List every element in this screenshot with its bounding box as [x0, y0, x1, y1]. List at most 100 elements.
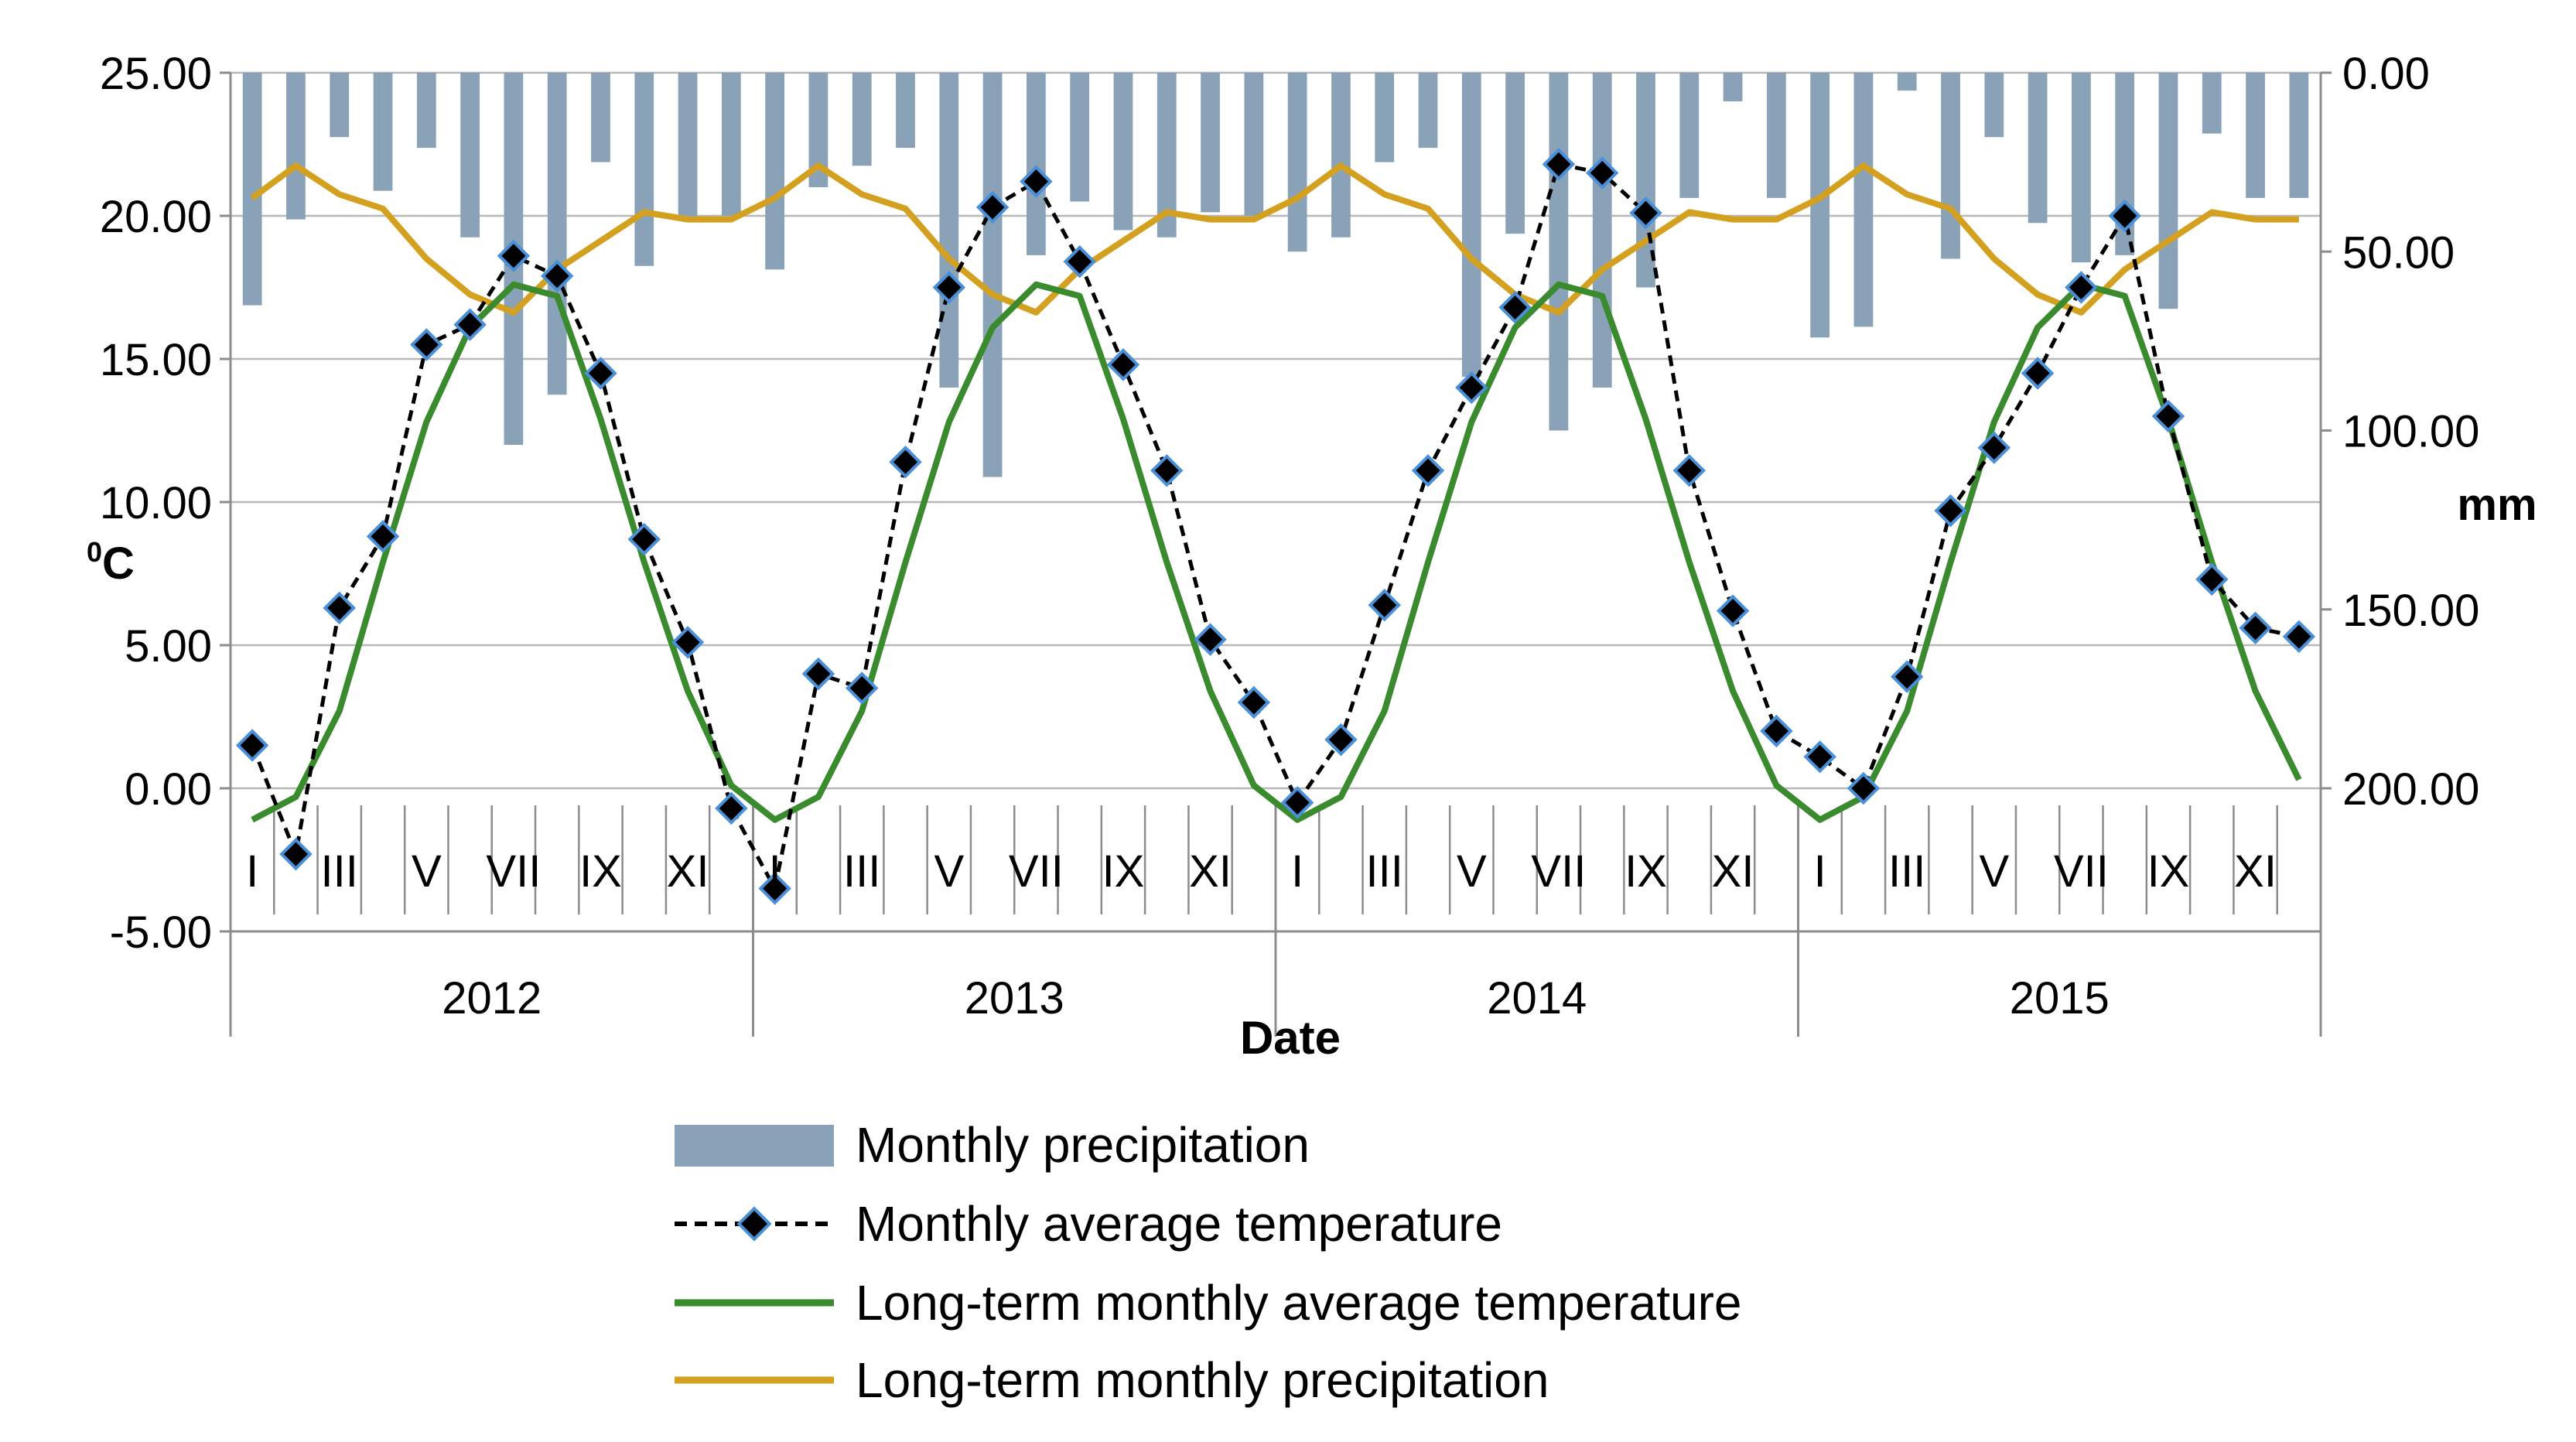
legend: Monthly precipitation Monthly average te…: [675, 1117, 1741, 1408]
month-label: VII: [486, 846, 541, 897]
precipitation-bar: [2202, 73, 2222, 134]
month-label: IX: [2147, 846, 2190, 897]
left-tick-label: 5.00: [125, 621, 212, 671]
longterm-temperature-line: [251, 281, 2302, 823]
temperature-marker: [1280, 786, 1314, 819]
temperature-marker: [1498, 291, 1532, 324]
temperature-marker: [235, 729, 269, 762]
left-tick-label: 25.00: [100, 49, 212, 99]
month-label: VII: [2054, 846, 2109, 897]
right-axis-title: mm: [2457, 480, 2537, 530]
left-tick-label: 20.00: [100, 192, 212, 242]
legend-marker-monthly-temp: [736, 1206, 772, 1242]
temperature-marker: [1716, 594, 1750, 627]
precipitation-bar: [1331, 73, 1351, 237]
precipitation-bar: [939, 73, 959, 388]
temperature-marker: [1672, 454, 1706, 487]
temperature-marker: [410, 328, 443, 361]
precipitation-bar: [1461, 73, 1481, 378]
temperature-marker: [758, 872, 791, 905]
precipitation-bar: [2158, 73, 2178, 309]
axes: [220, 71, 2332, 1037]
month-label: V: [412, 846, 442, 897]
axis-labels: -5.00 0.00 5.00 10.00 15.00 20.00 25.00 0.00 50.…: [100, 49, 2480, 1023]
left-axis-title: 0C: [87, 536, 135, 589]
precipitation-bar: [1505, 73, 1525, 234]
temperature-marker: [671, 626, 705, 659]
precipitation-bars: [242, 73, 2309, 477]
monthly-temperature-line: [250, 162, 2300, 890]
precipitation-bar: [373, 73, 393, 191]
temperature-marker: [584, 357, 617, 390]
year-label: 2012: [442, 973, 542, 1023]
temperature-marker: [2108, 199, 2141, 233]
precipitation-bar: [1549, 73, 1569, 431]
temperature-marker: [366, 520, 400, 553]
temperature-marker: [889, 445, 922, 479]
temperature-marker: [2021, 357, 2055, 390]
precipitation-bar: [896, 73, 915, 149]
precipitation-bar: [591, 73, 610, 162]
temperature-marker: [453, 308, 487, 341]
precipitation-bar: [852, 73, 872, 166]
right-tick-label: 100.00: [2342, 407, 2479, 457]
month-label: XI: [2234, 846, 2277, 897]
temperature-marker: [323, 591, 356, 625]
temperature-marker: [1106, 348, 1140, 381]
temperature-marker: [1020, 165, 1053, 198]
temperature-marker: [1847, 771, 1881, 805]
left-axis-title-main: C: [102, 538, 135, 589]
precipitation-bar: [1418, 73, 1438, 149]
month-label: V: [934, 846, 964, 897]
month-label: III: [321, 846, 358, 897]
temperature-marker: [1368, 588, 1401, 622]
temperature-marker: [2282, 620, 2316, 654]
temperature-marker: [1194, 623, 1227, 656]
temperature-marker: [1934, 494, 1967, 528]
precipitation-bar: [1287, 73, 1307, 252]
precipitation-bar: [1766, 73, 1786, 198]
right-tick-label: 0.00: [2342, 49, 2430, 99]
legend-swatch-precipitation: [675, 1125, 834, 1167]
precipitation-bar: [1375, 73, 1395, 162]
temperature-marker: [975, 190, 1010, 224]
precipitation-bar: [1113, 73, 1133, 231]
temperature-marker: [1542, 148, 1576, 181]
right-tick-label: 200.00: [2342, 764, 2479, 815]
temperature-marker: [540, 259, 574, 292]
month-label: XI: [1189, 846, 1232, 897]
precipitation-bar: [1853, 73, 1874, 327]
temperature-marker: [2065, 271, 2098, 304]
temperature-marker: [1324, 723, 1358, 757]
left-tick-label: -5.00: [110, 907, 212, 958]
temperature-marker: [2151, 399, 2185, 433]
series-lines: [250, 162, 2302, 890]
month-label: V: [1979, 846, 2009, 897]
precipitation-bar: [330, 73, 350, 138]
left-axis-title-sup: 0: [87, 536, 102, 568]
temperature-marker: [1455, 371, 1488, 405]
month-label: VII: [1009, 846, 1064, 897]
temperature-marker: [1977, 431, 2011, 464]
temperature-marker: [1891, 660, 1924, 693]
precipitation-bar: [1723, 73, 1743, 101]
month-label: I: [769, 846, 781, 897]
temperature-marker: [846, 671, 879, 705]
left-tick-label: 0.00: [125, 764, 212, 815]
temperature-marker: [1063, 244, 1096, 278]
legend-label-longterm-precip: Long-term monthly precipitation: [856, 1352, 1549, 1408]
month-label: III: [1888, 846, 1925, 897]
temperature-marker: [1629, 196, 1662, 230]
temperature-marker: [497, 239, 531, 273]
precipitation-bar: [1984, 73, 2004, 138]
year-label: 2015: [2010, 973, 2110, 1023]
precipitation-bar: [1941, 73, 1960, 259]
precipitation-bar: [765, 73, 785, 270]
temperature-marker: [932, 271, 966, 304]
right-tick-label: 50.00: [2342, 227, 2455, 278]
month-label: V: [1457, 846, 1487, 897]
month-label: IX: [1625, 846, 1667, 897]
month-label: XI: [1712, 846, 1754, 897]
legend-label-monthly-temp: Monthly average temperature: [856, 1196, 1502, 1252]
